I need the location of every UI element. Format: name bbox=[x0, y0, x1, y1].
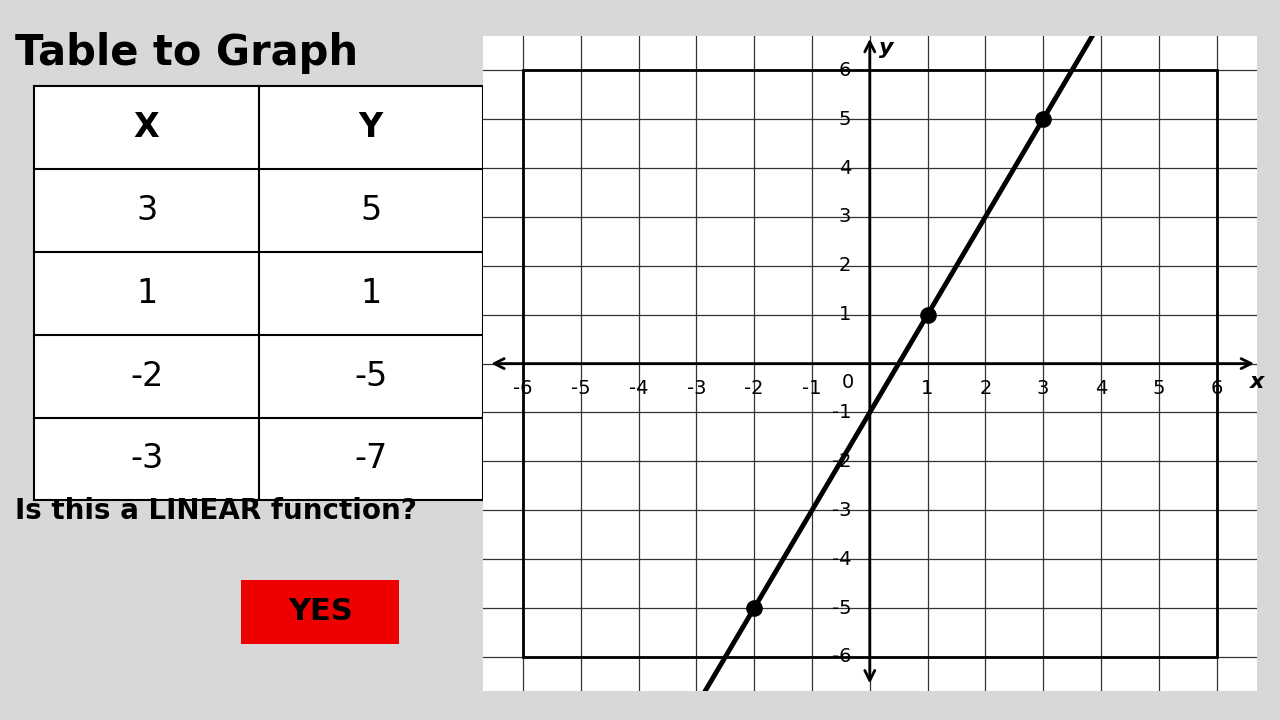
Text: 6: 6 bbox=[838, 60, 851, 80]
Text: -5: -5 bbox=[355, 360, 388, 392]
Bar bbox=[524, 71, 1216, 657]
Text: -5: -5 bbox=[571, 379, 590, 398]
Text: Is this a LINEAR function?: Is this a LINEAR function? bbox=[15, 498, 417, 525]
Text: -3: -3 bbox=[686, 379, 707, 398]
Text: -7: -7 bbox=[355, 443, 388, 475]
Bar bbox=[242, 580, 399, 644]
Text: YES: YES bbox=[288, 598, 353, 626]
Text: 1: 1 bbox=[136, 277, 157, 310]
Text: Y: Y bbox=[358, 112, 383, 144]
Text: 0: 0 bbox=[841, 373, 854, 392]
Text: -1: -1 bbox=[803, 379, 822, 398]
Text: -3: -3 bbox=[131, 443, 164, 475]
Text: -2: -2 bbox=[832, 452, 851, 471]
Text: -4: -4 bbox=[628, 379, 649, 398]
Text: 3: 3 bbox=[136, 194, 157, 227]
Text: 4: 4 bbox=[838, 158, 851, 178]
Text: -2: -2 bbox=[131, 360, 164, 392]
Text: 4: 4 bbox=[1094, 379, 1107, 398]
Text: 2: 2 bbox=[979, 379, 992, 398]
Text: 1: 1 bbox=[360, 277, 381, 310]
Text: 6: 6 bbox=[1211, 379, 1222, 398]
Text: -6: -6 bbox=[513, 379, 532, 398]
Text: 3: 3 bbox=[1037, 379, 1050, 398]
Text: -1: -1 bbox=[832, 403, 851, 422]
Text: 5: 5 bbox=[360, 194, 381, 227]
Text: -5: -5 bbox=[832, 598, 851, 618]
Text: -4: -4 bbox=[832, 549, 851, 569]
Text: Table to Graph: Table to Graph bbox=[15, 32, 358, 74]
Text: x: x bbox=[1249, 372, 1265, 392]
Text: 2: 2 bbox=[838, 256, 851, 275]
Text: y: y bbox=[878, 38, 893, 58]
Text: -3: -3 bbox=[832, 501, 851, 520]
Text: -6: -6 bbox=[832, 647, 851, 667]
Text: 5: 5 bbox=[838, 109, 851, 129]
Bar bbox=[35, 86, 483, 500]
Text: 1: 1 bbox=[838, 305, 851, 324]
Text: 3: 3 bbox=[838, 207, 851, 226]
Text: -2: -2 bbox=[745, 379, 764, 398]
Text: 5: 5 bbox=[1152, 379, 1165, 398]
Text: 1: 1 bbox=[922, 379, 933, 398]
Text: X: X bbox=[133, 112, 160, 144]
